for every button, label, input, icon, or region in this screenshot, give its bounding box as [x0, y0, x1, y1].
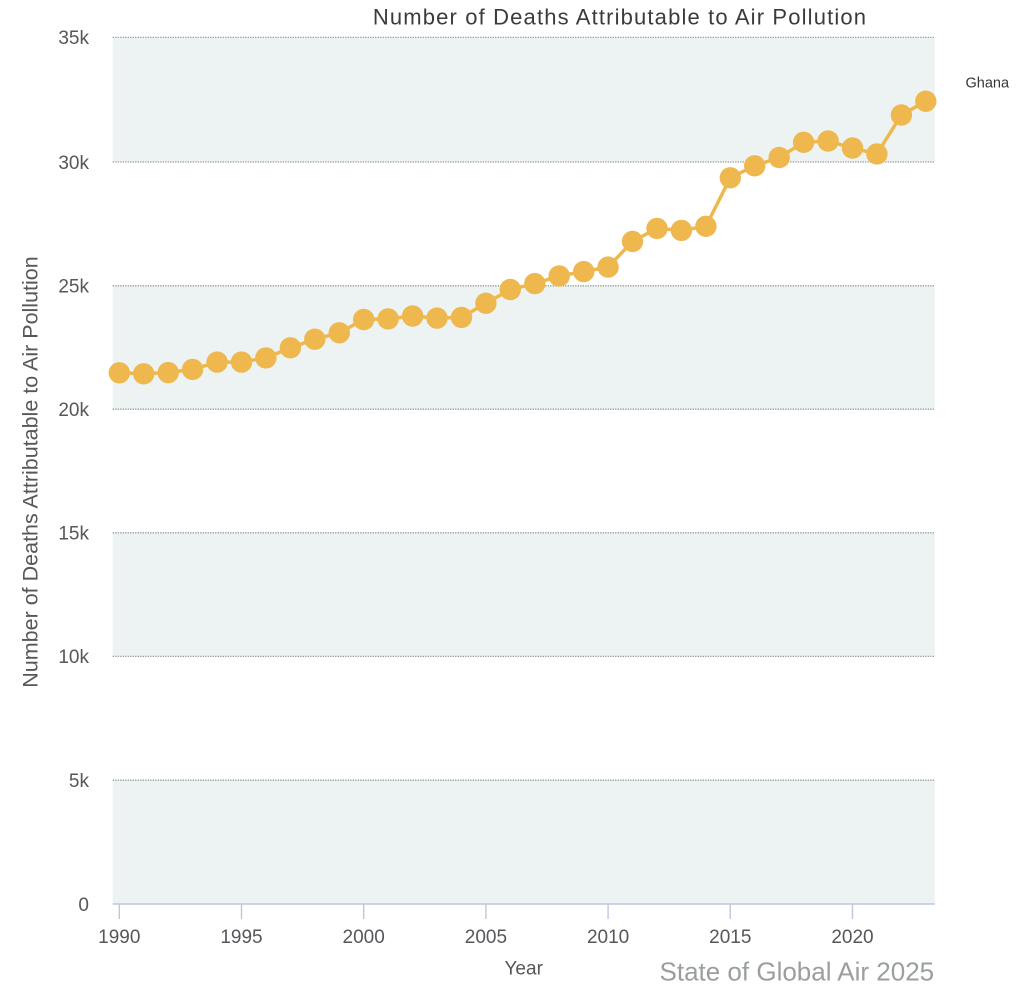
svg-text:2010: 2010: [587, 927, 629, 948]
svg-text:10k: 10k: [58, 647, 89, 668]
svg-text:5k: 5k: [69, 771, 90, 792]
svg-text:Number of Deaths Attributable: Number of Deaths Attributable to Air Pol…: [19, 256, 43, 687]
svg-text:15k: 15k: [58, 524, 89, 545]
svg-text:1990: 1990: [98, 927, 140, 948]
svg-text:Number of Deaths Attributable: Number of Deaths Attributable to Air Pol…: [373, 5, 867, 30]
svg-text:2015: 2015: [709, 927, 751, 948]
svg-text:2005: 2005: [465, 927, 507, 948]
svg-text:State of Global Air 2025: State of Global Air 2025: [660, 957, 935, 987]
svg-text:Year: Year: [505, 958, 544, 979]
svg-text:1995: 1995: [220, 927, 262, 948]
svg-text:30k: 30k: [58, 153, 89, 174]
svg-text:25k: 25k: [58, 277, 89, 298]
svg-text:35k: 35k: [58, 28, 89, 49]
svg-text:20k: 20k: [58, 400, 89, 421]
svg-text:Ghana: Ghana: [966, 76, 1010, 92]
svg-text:2020: 2020: [831, 927, 873, 948]
svg-text:2000: 2000: [343, 927, 385, 948]
svg-text:0: 0: [78, 895, 89, 916]
